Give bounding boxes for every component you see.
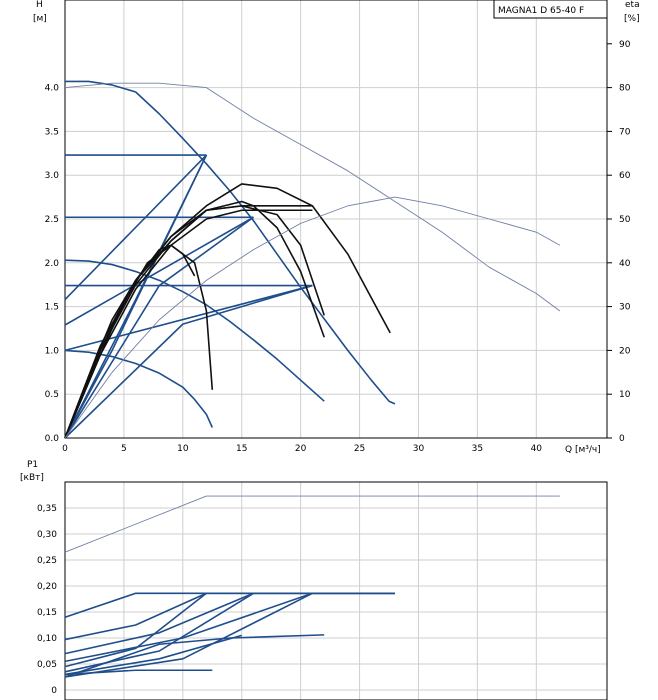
power-curve [64, 592, 207, 668]
power-chart-frame [64, 481, 608, 700]
head-chart: H [м] eta [%] MAGNA1 D 65-40 F 0 5 10 15 20 2… [33, 0, 640, 455]
envelope-curve [64, 82, 561, 312]
head-chart-grid [64, 0, 607, 439]
pump-model-label: MAGNA1 D 65-40 F [498, 6, 584, 16]
envelope-curve [64, 495, 560, 553]
head-tick-label: 3.5 [45, 127, 59, 137]
power-curve [64, 669, 213, 676]
eta-tick-label: 90 [619, 40, 631, 50]
flow-tick-label: 15 [236, 444, 247, 454]
eta-tick-label: 20 [619, 346, 631, 356]
power-tick-label: 0,15 [37, 608, 57, 618]
power-curve [64, 592, 254, 673]
eta-tick-label: 80 [619, 84, 631, 94]
head-tick-label: 1.5 [45, 303, 59, 313]
power-chart-curves [64, 495, 560, 678]
head-tick-label: 0.0 [45, 434, 60, 444]
efficiency-curve [64, 200, 325, 439]
pump-curve [64, 216, 254, 326]
eta-tick-label: 60 [619, 171, 631, 181]
flow-tick-label: 40 [531, 444, 543, 454]
eta-tick-label: 40 [619, 259, 631, 269]
power-curve [64, 592, 395, 618]
power-chart-grid [64, 482, 607, 700]
power-tick-label: 0,25 [37, 556, 57, 566]
head-tick-label: 0.5 [45, 390, 59, 400]
flow-tick-label: 35 [472, 444, 483, 454]
flow-tick-label: 20 [295, 444, 307, 454]
eta-axis-label: eta [625, 0, 640, 10]
power-chart: P1 [кВт] 0 0,05 0,10 0,15 0,20 0,25 0,30 0,35 [20, 460, 608, 700]
power-tick-label: 0,05 [37, 660, 57, 670]
pump-curve [64, 154, 208, 439]
envelope-curve [64, 196, 561, 439]
pump-curve [65, 80, 396, 405]
efficiency-curve [64, 244, 214, 439]
power-axis-unit: [кВт] [20, 473, 44, 483]
power-tick-label: 0 [51, 686, 57, 696]
head-axis-label: H [36, 0, 43, 10]
pump-curve [64, 349, 214, 428]
flow-axis-label: Q [м³/ч] [565, 445, 601, 455]
power-tick-label: 0,20 [37, 582, 57, 592]
power-chart-ticks: 0 0,05 0,10 0,15 0,20 0,25 0,30 0,35 [37, 504, 57, 696]
eta-tick-label: 30 [619, 303, 631, 313]
flow-tick-label: 10 [177, 444, 189, 454]
pump-curve [64, 259, 325, 402]
head-tick-label: 4.0 [45, 84, 60, 94]
eta-tick-label: 10 [619, 390, 631, 400]
head-tick-label: 2.5 [45, 215, 59, 225]
efficiency-curve [64, 244, 196, 439]
pump-model-box [493, 0, 608, 19]
efficiency-curve [64, 209, 313, 439]
pump-curve [64, 154, 207, 301]
power-tick-label: 0,35 [37, 504, 57, 514]
power-axis-label: P1 [27, 460, 38, 470]
pump-curve [64, 284, 313, 439]
eta-tick-label: 50 [619, 215, 631, 225]
power-tick-label: 0,10 [37, 634, 57, 644]
flow-tick-label: 0 [62, 444, 68, 454]
flow-tick-label: 25 [354, 444, 365, 454]
efficiency-curve [64, 205, 325, 439]
head-tick-label: 1.0 [45, 346, 60, 356]
head-tick-label: 3.0 [45, 171, 60, 181]
eta-tick-label: 0 [619, 434, 625, 444]
head-tick-label: 2.0 [45, 259, 60, 269]
power-curve [64, 592, 395, 655]
power-tick-label: 0,30 [37, 530, 57, 540]
eta-tick-label: 70 [619, 127, 631, 137]
flow-tick-label: 30 [413, 444, 425, 454]
flow-tick-label: 5 [121, 444, 127, 454]
power-curve [64, 634, 325, 678]
head-chart-curves [64, 80, 561, 439]
pump-curve [64, 216, 254, 439]
eta-axis-unit: [%] [624, 14, 640, 24]
power-curve [64, 592, 395, 663]
head-axis-unit: [м] [33, 14, 47, 24]
power-curve [64, 592, 313, 678]
head-chart-ticks: 0 5 10 15 20 25 30 35 40 0.0 0.5 1.0 1.5 2.0 2.5 3.0 3.5… [45, 40, 631, 454]
